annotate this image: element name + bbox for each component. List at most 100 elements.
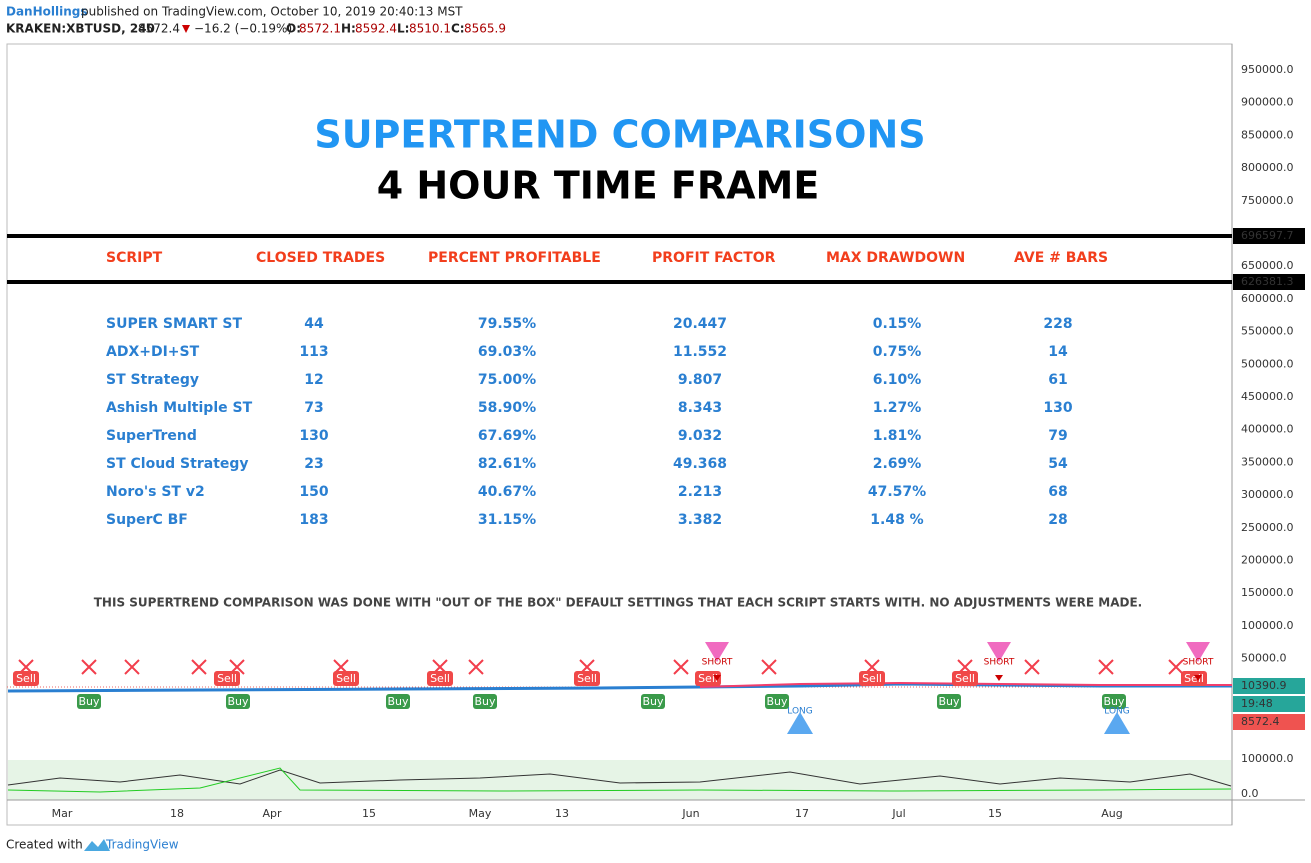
sell-label-bg (1181, 671, 1207, 686)
price-tag-bg (1233, 274, 1305, 290)
exit-mark (761, 659, 777, 675)
price-label: 100000.0 (1241, 619, 1294, 632)
exit-mark (81, 659, 97, 675)
table-cell: 1.81% (873, 428, 922, 444)
price-tag-bg (1233, 678, 1305, 694)
exit-mark (1098, 659, 1114, 675)
oscillator-signal (7, 767, 1232, 793)
buy-label: Buy (387, 695, 409, 708)
price-tag: 10390.9 (1241, 679, 1287, 692)
table-cell: ADX+DI+ST (106, 344, 200, 360)
table-cell: 9.032 (678, 428, 722, 444)
table-cell: 40.67% (478, 484, 536, 500)
sell-label: Sell (1184, 672, 1204, 685)
exit-mark (1168, 659, 1184, 675)
ohlc-label: H: (341, 22, 356, 36)
price-label: 950000.0 (1241, 63, 1294, 76)
column-header: CLOSED TRADES (256, 250, 385, 266)
time-label: Jul (891, 807, 905, 820)
short-label: SHORT (1183, 658, 1214, 668)
price-label: 250000.0 (1241, 521, 1294, 534)
long-label: LONG (1104, 707, 1130, 717)
price-label: 900000.0 (1241, 96, 1294, 109)
ohlc-value: 8592.4 (355, 22, 397, 36)
short-arrow (713, 675, 721, 681)
footer-brand[interactable]: TradingView (105, 838, 179, 852)
table-cell: 14 (1048, 344, 1068, 360)
buy-label-bg (77, 694, 101, 709)
ohlc-label: C: (451, 22, 465, 36)
time-label: May (469, 807, 492, 820)
short-label: SHORT (984, 658, 1015, 668)
lower-pane (8, 760, 1231, 800)
table-cell: 0.75% (873, 344, 922, 360)
table-cell: ST Strategy (106, 372, 199, 388)
table-cell: SUPER SMART ST (106, 316, 242, 332)
column-header: PROFIT FACTOR (652, 250, 776, 266)
buy-label: Buy (642, 695, 664, 708)
time-label: 17 (795, 807, 809, 820)
subtitle: 4 HOUR TIME FRAME (377, 164, 820, 208)
time-label: Mar (52, 807, 73, 820)
supertrend-series (699, 681, 1232, 688)
sell-label-bg (574, 671, 600, 686)
buy-label: Buy (938, 695, 960, 708)
table-cell: ST Cloud Strategy (106, 456, 249, 472)
price-label: 150000.0 (1241, 586, 1294, 599)
short-arrow (1194, 675, 1202, 681)
sell-label-bg (333, 671, 359, 686)
price-label: 300000.0 (1241, 488, 1294, 501)
change: −16.2 (−0.19%) (194, 22, 292, 36)
time-label: Jun (681, 807, 699, 820)
table-cell: 150 (299, 484, 328, 500)
ohlc-label: L: (397, 22, 409, 36)
buy-label-bg (765, 694, 789, 709)
sell-label: Sell (217, 672, 237, 685)
table-cell: SuperTrend (106, 428, 197, 444)
long-label: LONG (787, 707, 813, 717)
title: SUPERTREND COMPARISONS (314, 113, 925, 157)
sell-label: Sell (955, 672, 975, 685)
table-cell: 6.10% (873, 372, 922, 388)
price-tag: 626381.3 (1241, 275, 1294, 288)
price-label: 750000.0 (1241, 194, 1294, 207)
table-cell: 2.69% (873, 456, 922, 472)
buy-label-bg (473, 694, 497, 709)
sell-label-bg (214, 671, 240, 686)
table-cell: 68 (1048, 484, 1067, 500)
note: THIS SUPERTREND COMPARISON WAS DONE WITH… (94, 596, 1142, 610)
short-arrow (995, 675, 1003, 681)
table-cell: 69.03% (478, 344, 536, 360)
ohlc-value: 8565.9 (464, 22, 506, 36)
table-cell: 113 (299, 344, 328, 360)
price-tag: 8572.4 (1241, 715, 1280, 728)
time-label: 18 (170, 807, 184, 820)
buy-label-bg (226, 694, 250, 709)
author[interactable]: DanHollings (6, 5, 88, 19)
exit-mark (124, 659, 140, 675)
short-label: SHORT (702, 658, 733, 668)
buy-label-bg (937, 694, 961, 709)
table-cell: 82.61% (478, 456, 536, 472)
buy-label: Buy (474, 695, 496, 708)
table-cell: 11.552 (673, 344, 727, 360)
buy-label: Buy (78, 695, 100, 708)
table-cell: 75.00% (478, 372, 536, 388)
price-label: 800000.0 (1241, 161, 1294, 174)
price-label: 100000.0 (1241, 752, 1294, 765)
published: published on TradingView.com, October 10… (81, 5, 463, 19)
table-cell: 31.15% (478, 512, 536, 528)
ohlc-label: O: (286, 22, 301, 36)
price-label: 200000.0 (1241, 554, 1294, 567)
price-label: 350000.0 (1241, 455, 1294, 468)
short-triangle (1186, 642, 1210, 662)
short-triangle (987, 642, 1011, 662)
price-tag-bg (1233, 228, 1305, 244)
sell-label-bg (952, 671, 978, 686)
sell-label: Sell (577, 672, 597, 685)
short-triangle (705, 642, 729, 662)
table-cell: 73 (304, 400, 323, 416)
time-label: 15 (988, 807, 1002, 820)
table-cell: 44 (304, 316, 324, 332)
